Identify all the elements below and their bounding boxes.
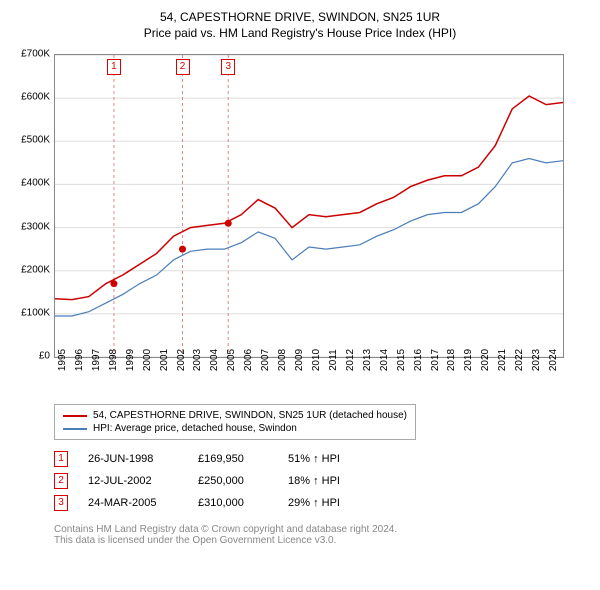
page-title: 54, CAPESTHORNE DRIVE, SWINDON, SN25 1UR xyxy=(10,10,590,24)
chart: 1 2 3 £0 £100K £200K £300K £400K £500K £600K £700… xyxy=(10,48,570,398)
footer-line: This data is licensed under the Open Gov… xyxy=(54,535,590,546)
sales-table: 1 26-JUN-1998 £169,950 51% ↑ HPI 2 12-JU… xyxy=(54,448,590,514)
legend-label: 54, CAPESTHORNE DRIVE, SWINDON, SN25 1UR… xyxy=(93,410,407,421)
sale-marker: 3 xyxy=(221,59,235,75)
sale-price: £169,950 xyxy=(198,453,268,465)
page-subtitle: Price paid vs. HM Land Registry's House … xyxy=(10,26,590,40)
y-axis-label: £300K xyxy=(10,221,50,232)
sale-marker: 1 xyxy=(107,59,121,75)
sale-diff: 18% ↑ HPI xyxy=(288,475,368,487)
legend-item: HPI: Average price, detached house, Swin… xyxy=(63,422,407,435)
sale-row: 2 12-JUL-2002 £250,000 18% ↑ HPI xyxy=(54,470,590,492)
sale-price: £250,000 xyxy=(198,475,268,487)
y-axis-label: £0 xyxy=(10,351,50,362)
sale-number-box: 2 xyxy=(54,473,68,489)
sale-marker: 2 xyxy=(176,59,190,75)
y-axis-label: £200K xyxy=(10,264,50,275)
legend-label: HPI: Average price, detached house, Swin… xyxy=(93,423,297,434)
sale-number-box: 1 xyxy=(54,451,68,467)
sale-row: 3 24-MAR-2005 £310,000 29% ↑ HPI xyxy=(54,492,590,514)
sale-date: 24-MAR-2005 xyxy=(88,497,178,509)
sale-number-box: 3 xyxy=(54,495,68,511)
y-axis-label: £500K xyxy=(10,135,50,146)
y-axis-label: £600K xyxy=(10,92,50,103)
sale-price: £310,000 xyxy=(198,497,268,509)
sale-row: 1 26-JUN-1998 £169,950 51% ↑ HPI xyxy=(54,448,590,470)
legend-swatch xyxy=(63,415,87,417)
y-axis-label: £700K xyxy=(10,49,50,60)
sale-date: 12-JUL-2002 xyxy=(88,475,178,487)
legend-item: 54, CAPESTHORNE DRIVE, SWINDON, SN25 1UR… xyxy=(63,409,407,422)
x-axis-label: 2024 xyxy=(548,349,586,371)
footer-attribution: Contains HM Land Registry data © Crown c… xyxy=(54,524,590,546)
legend-swatch xyxy=(63,428,87,430)
footer-line: Contains HM Land Registry data © Crown c… xyxy=(54,524,590,535)
sale-diff: 29% ↑ HPI xyxy=(288,497,368,509)
legend: 54, CAPESTHORNE DRIVE, SWINDON, SN25 1UR… xyxy=(54,404,416,440)
sale-date: 26-JUN-1998 xyxy=(88,453,178,465)
sale-diff: 51% ↑ HPI xyxy=(288,453,368,465)
y-axis-label: £100K xyxy=(10,307,50,318)
y-axis-label: £400K xyxy=(10,178,50,189)
